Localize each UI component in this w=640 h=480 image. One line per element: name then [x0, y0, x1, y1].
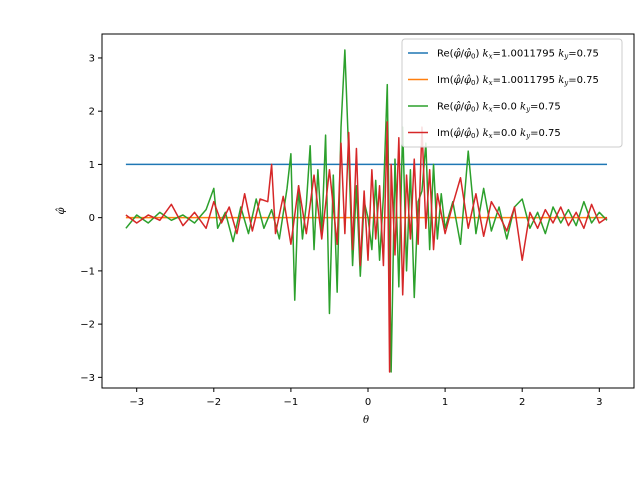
y-tick-label: −2	[80, 320, 95, 331]
x-tick-label: −1	[284, 397, 299, 408]
y-tick-label: 1	[89, 160, 95, 171]
series-layer	[125, 49, 608, 373]
legend-label: Im(φ̂/φ̂0) kx=1.0011795 ky=0.75	[437, 75, 599, 87]
x-tick-label: 0	[365, 397, 371, 408]
legend-label: Re(φ̂/φ̂0) kx=1.0011795 ky=0.75	[437, 49, 599, 61]
y-axis: −3 −2 −1 0 1 2 3	[80, 53, 102, 384]
y-tick-label: −3	[80, 373, 95, 384]
x-tick-label: −2	[206, 397, 221, 408]
legend-label: Re(φ̂/φ̂0) kx=0.0 ky=0.75	[437, 102, 561, 114]
legend-label: Im(φ̂/φ̂0) kx=0.0 ky=0.75	[437, 128, 561, 140]
y-tick-label: 0	[89, 213, 95, 224]
series-line-3	[125, 121, 608, 373]
x-tick-label: 3	[596, 397, 602, 408]
legend: Re(φ̂/φ̂0) kx=1.0011795 ky=0.75 Im(φ̂/φ̂0…	[401, 38, 623, 148]
x-axis-label: θ	[363, 415, 369, 426]
x-axis: −3 −2 −1 0 1 2 3	[129, 388, 602, 408]
legend-entry: Im(φ̂/φ̂0) kx=1.0011795 ky=0.75	[408, 75, 599, 87]
y-axis-label: φ̂	[56, 207, 67, 214]
legend-entry: Im(φ̂/φ̂0) kx=0.0 ky=0.75	[408, 128, 561, 140]
legend-entry: Re(φ̂/φ̂0) kx=0.0 ky=0.75	[408, 102, 561, 114]
x-tick-label: 1	[442, 397, 448, 408]
y-tick-label: 3	[89, 53, 95, 64]
x-tick-label: −3	[129, 397, 144, 408]
legend-box	[401, 38, 623, 148]
legend-entry: Re(φ̂/φ̂0) kx=1.0011795 ky=0.75	[408, 49, 599, 61]
x-tick-label: 2	[519, 397, 525, 408]
y-tick-label: 2	[89, 107, 95, 118]
y-tick-label: −1	[80, 266, 95, 277]
